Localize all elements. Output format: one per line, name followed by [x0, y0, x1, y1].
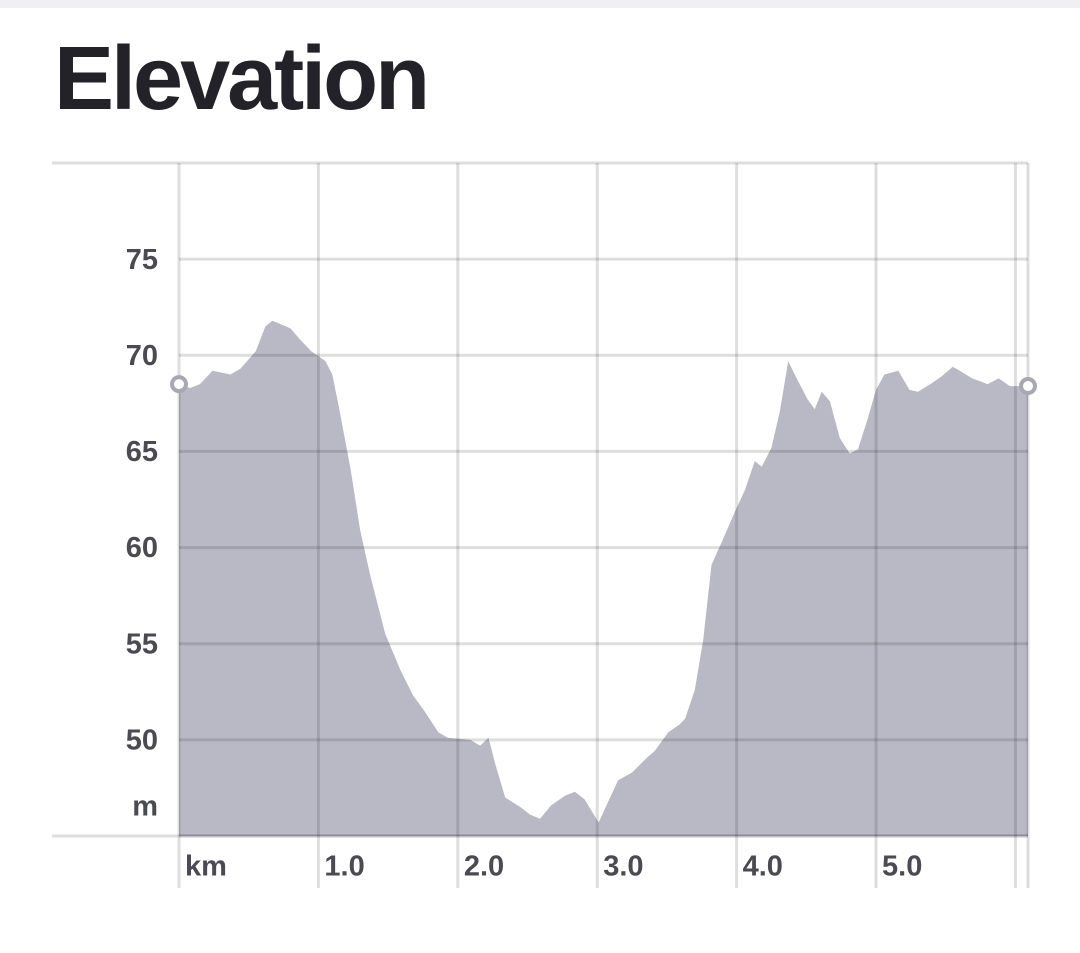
x-tick-label: 4.0 — [743, 851, 783, 883]
y-tick-label: 50 — [126, 725, 158, 757]
y-tick-label: m — [132, 791, 158, 823]
top-strip — [0, 0, 1080, 8]
elevation-area — [179, 320, 1028, 836]
chart-title: Elevation — [54, 29, 430, 129]
end-marker — [170, 375, 188, 394]
x-tick-label: 3.0 — [603, 851, 643, 883]
y-tick-label: 55 — [126, 628, 158, 660]
end-marker — [1019, 377, 1037, 396]
x-tick-label: 2.0 — [464, 851, 504, 883]
x-tick-label: 5.0 — [882, 851, 922, 883]
y-tick-label: 70 — [126, 340, 158, 372]
y-tick-label: 65 — [126, 436, 158, 468]
y-tick-label: 75 — [126, 244, 158, 276]
y-tick-label: 60 — [126, 532, 158, 564]
x-tick-label: 1.0 — [324, 851, 364, 883]
x-tick-label: km — [185, 851, 227, 883]
